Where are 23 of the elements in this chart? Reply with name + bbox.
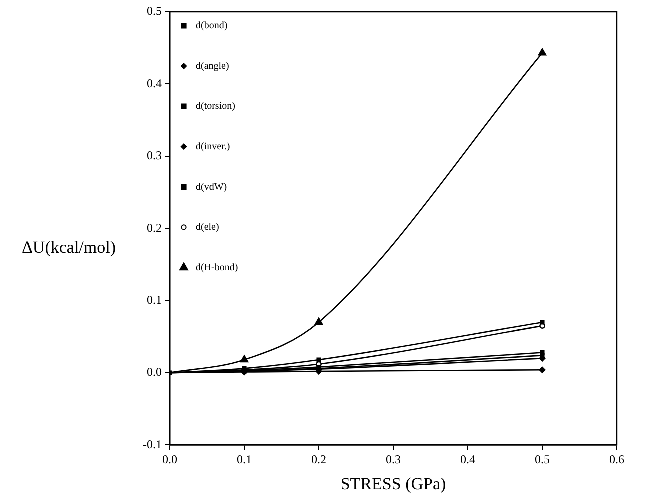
y-tick-label: 0.2 xyxy=(146,220,162,235)
x-tick-label: 0.2 xyxy=(311,452,326,467)
legend-label: d(vdW) xyxy=(196,182,228,193)
y-tick-label: 0.0 xyxy=(146,365,162,380)
x-tick-label: 0.6 xyxy=(610,452,624,467)
legend-label: d(torsion) xyxy=(196,101,236,112)
y-tick-label: 0.5 xyxy=(146,4,162,18)
y-tick-label: 0.3 xyxy=(146,148,162,163)
x-tick-label: 0.0 xyxy=(162,452,178,467)
legend-label: d(H-bond) xyxy=(196,262,238,274)
legend-label: d(inver.) xyxy=(196,141,230,152)
x-axis-title: STRESS (GPa) xyxy=(340,474,446,494)
y-axis-title: ΔU(kcal/mol) xyxy=(22,238,116,258)
x-tick-label: 0.5 xyxy=(535,452,550,467)
legend-label: d(ele) xyxy=(196,222,220,234)
y-tick-label: 0.1 xyxy=(146,292,162,307)
y-tick-label: -0.1 xyxy=(142,437,162,452)
x-tick-label: 0.1 xyxy=(236,452,252,467)
y-tick-label: 0.4 xyxy=(146,76,162,90)
legend-label: d(bond) xyxy=(196,20,228,32)
x-tick-label: 0.3 xyxy=(386,452,401,467)
legend-label: d(angle) xyxy=(196,60,230,72)
x-tick-label: 0.4 xyxy=(460,452,476,467)
